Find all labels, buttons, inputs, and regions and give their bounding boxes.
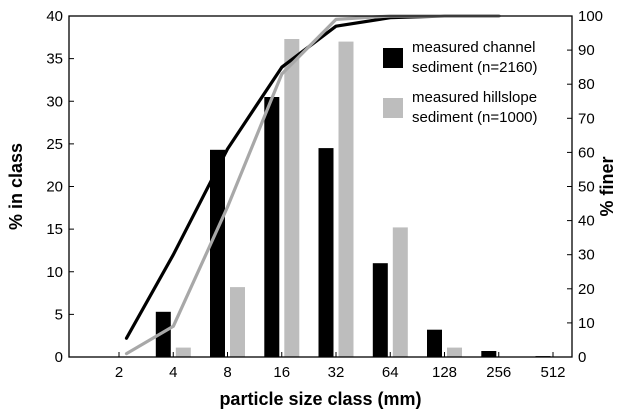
x-axis-title: particle size class (mm) (219, 389, 421, 409)
right-tick-label: 50 (578, 179, 595, 196)
x-axis: 2 4 8 16 32 64 128 256 512 (115, 352, 566, 381)
hillslope-legend-label: measured hillslope (412, 89, 537, 106)
channel-bar-128 (427, 329, 442, 357)
hillslope-bar-16 (284, 39, 300, 357)
channel-bar-4 (155, 311, 171, 357)
right-tick-label: 60 (578, 144, 595, 161)
x-tick-label: 2 (115, 364, 123, 381)
left-tick-label: 20 (46, 179, 63, 196)
right-tick-label: 10 (578, 315, 595, 332)
y2-axis-title: % finer (597, 156, 617, 216)
channel-bar-256 (481, 351, 497, 357)
channel-bar-64 (372, 263, 388, 357)
hillslope-bar-32 (338, 41, 354, 357)
x-tick-label: 512 (540, 364, 565, 381)
bars-layer (155, 39, 551, 357)
x-tick-label: 32 (328, 364, 345, 381)
x-tick-label: 8 (223, 364, 231, 381)
right-tick-label: 20 (578, 281, 595, 298)
left-tick-label: 40 (46, 8, 63, 25)
channel-bar-8 (210, 149, 225, 357)
right-axis: 0 10 20 30 40 50 60 70 80 90 100 (567, 8, 603, 366)
channel-legend-label: sediment (n=2160) (412, 59, 538, 76)
x-tick-label: 128 (432, 364, 457, 381)
left-tick-label: 30 (46, 93, 63, 110)
channel-legend-label: measured channel (412, 39, 535, 56)
left-axis: 0 5 10 15 20 25 30 35 40 (46, 8, 74, 366)
channel-bar-32 (318, 148, 334, 357)
right-tick-label: 80 (578, 76, 595, 93)
right-tick-label: 30 (578, 247, 595, 264)
right-tick-label: 70 (578, 110, 595, 127)
left-tick-label: 10 (46, 264, 63, 281)
left-tick-label: 25 (46, 136, 63, 153)
left-tick-label: 0 (55, 349, 63, 366)
x-tick-label: 64 (382, 364, 399, 381)
x-tick-label: 16 (273, 364, 290, 381)
channel-bar-16 (264, 97, 280, 357)
right-tick-label: 100 (578, 8, 603, 25)
x-tick-label: 4 (169, 364, 177, 381)
hillslope-bar-64 (392, 227, 408, 357)
hillslope-legend-label: sediment (n=1000) (412, 109, 538, 126)
left-tick-label: 15 (46, 221, 63, 238)
legend: measured channel sediment (n=2160) measure… (383, 39, 538, 126)
channel-legend-swatch (383, 48, 403, 68)
x-tick-label: 256 (486, 364, 511, 381)
right-tick-label: 40 (578, 213, 595, 230)
right-tick-label: 90 (578, 42, 595, 59)
left-tick-label: 5 (55, 306, 63, 323)
hillslope-bar-4 (175, 347, 191, 357)
right-tick-label: 0 (578, 349, 586, 366)
y-axis-title: % in class (6, 143, 26, 230)
hillslope-bar-128 (447, 347, 462, 357)
hillslope-bar-8 (230, 287, 245, 357)
hillslope-legend-swatch (383, 98, 403, 118)
left-tick-label: 35 (46, 51, 63, 68)
